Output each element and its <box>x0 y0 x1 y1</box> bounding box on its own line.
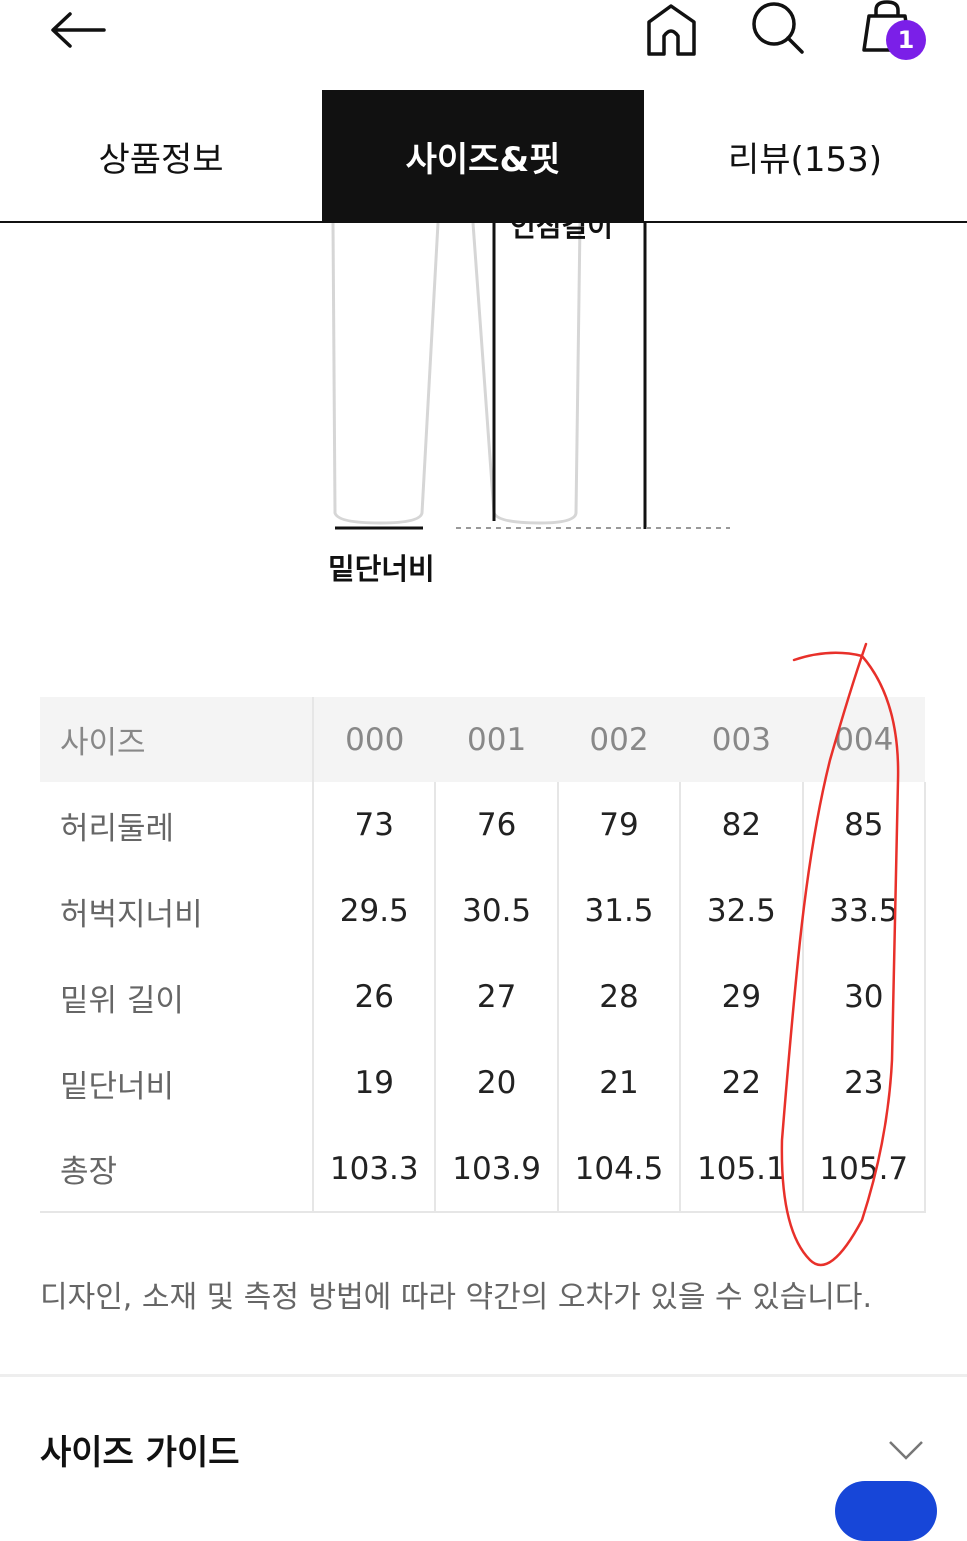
hem-width-label: 밑단너비 <box>328 552 435 586</box>
tab-reviews[interactable]: 리뷰(153) <box>728 139 882 180</box>
table-cell: 26 <box>313 954 437 1040</box>
table-cell: 28 <box>557 954 682 1040</box>
row-label: 허리둘레 <box>40 782 315 868</box>
row-label: 밑단너비 <box>40 1040 315 1126</box>
size-header-cell: 001 <box>435 697 558 782</box>
table-row: 밑단너비 19 20 21 22 23 <box>40 1040 927 1126</box>
table-row: 밑위 길이 26 27 28 29 30 <box>40 954 927 1040</box>
table-cell: 23 <box>802 1040 927 1126</box>
table-cell: 103.3 <box>313 1126 437 1213</box>
table-row: 허리둘레 73 76 79 82 85 <box>40 782 927 868</box>
hand-drawn-circle-annotation <box>780 642 900 1267</box>
pants-diagram <box>331 223 730 530</box>
size-header-cell: 000 <box>313 697 436 782</box>
home-icon[interactable] <box>645 2 699 58</box>
cart-count-badge: 1 <box>886 20 926 60</box>
table-cell: 31.5 <box>557 868 682 954</box>
table-cell: 30 <box>802 954 927 1040</box>
table-cell: 85 <box>802 782 927 868</box>
chevron-down-icon[interactable] <box>888 1440 924 1462</box>
search-icon[interactable] <box>750 0 806 56</box>
size-guide-title[interactable]: 사이즈 가이드 <box>40 1433 240 1473</box>
table-cell: 103.9 <box>435 1126 559 1213</box>
inseam-label: 인심길이 <box>510 223 614 243</box>
cart-button[interactable]: 1 <box>860 0 930 64</box>
size-header-cell: 003 <box>680 697 803 782</box>
table-cell: 29 <box>680 954 804 1040</box>
table-cell: 29.5 <box>313 868 437 954</box>
tab-size-fit[interactable]: 사이즈&핏 <box>322 90 644 222</box>
row-label: 허벅지너비 <box>40 868 315 954</box>
table-cell: 19 <box>313 1040 437 1126</box>
table-cell: 22 <box>680 1040 804 1126</box>
table-cell: 30.5 <box>435 868 559 954</box>
size-header-cell: 002 <box>557 697 681 782</box>
table-header-row: 사이즈 000 001 002 003 004 <box>40 697 925 782</box>
table-cell: 82 <box>680 782 804 868</box>
floating-action-button[interactable] <box>835 1481 937 1541</box>
tab-divider <box>0 221 967 223</box>
table-cell: 79 <box>557 782 682 868</box>
table-cell: 27 <box>435 954 559 1040</box>
section-divider <box>0 1374 967 1377</box>
table-row: 허벅지너비 29.5 30.5 31.5 32.5 33.5 <box>40 868 927 954</box>
measurement-note: 디자인, 소재 및 측정 방법에 따라 약간의 오차가 있을 수 있습니다. <box>40 1280 873 1315</box>
table-row: 총장 103.3 103.9 104.5 105.1 105.7 <box>40 1126 927 1213</box>
table-cell: 21 <box>557 1040 682 1126</box>
header-cell: 사이즈 <box>40 697 315 782</box>
back-arrow-icon[interactable] <box>48 10 108 50</box>
size-table: 사이즈 000 001 002 003 004 허리둘레 73 76 79 82 85 허벅지너비 29.… <box>40 697 927 1213</box>
table-cell: 73 <box>313 782 437 868</box>
table-cell: 32.5 <box>680 868 804 954</box>
table-cell: 104.5 <box>557 1126 682 1213</box>
row-label: 밑위 길이 <box>40 954 315 1040</box>
row-label: 총장 <box>40 1126 315 1213</box>
table-cell: 20 <box>435 1040 559 1126</box>
table-cell: 76 <box>435 782 559 868</box>
table-cell: 105.7 <box>802 1126 927 1213</box>
table-cell: 33.5 <box>802 868 927 954</box>
size-header-cell: 004 <box>802 697 925 782</box>
tab-product-info[interactable]: 상품정보 <box>98 139 224 180</box>
